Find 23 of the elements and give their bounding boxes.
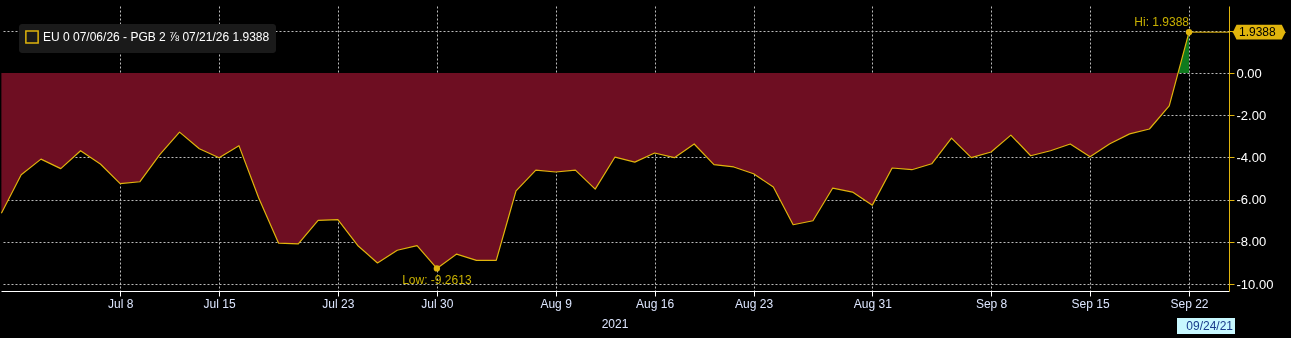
x-tick-label: Aug 16	[636, 296, 675, 311]
y-tick-label: -8.00	[1236, 234, 1267, 250]
x-tick-label: Sep 8	[975, 296, 1008, 311]
x-tick-label: Aug 31	[853, 296, 893, 311]
text: 2021	[601, 317, 629, 331]
x-tick-label: Jul 23	[322, 296, 355, 311]
x-tick-label: Jul 30	[421, 296, 454, 311]
x-tick-label: Sep 22	[1170, 296, 1209, 311]
x-tick-label: Aug 9	[540, 296, 573, 311]
annotation: Hi: 1.9388	[1134, 15, 1190, 30]
x-tick-label: Aug 23	[735, 296, 774, 311]
y-tick-label: -10.00	[1236, 276, 1274, 292]
x-tick-label: Jul 15	[203, 296, 236, 311]
text: 09/24/21	[1186, 319, 1234, 333]
y-tick-label: -6.00	[1236, 192, 1267, 208]
annotation: Low: -9.2613	[402, 273, 472, 288]
x-tick-label: Jul 8	[107, 296, 134, 311]
y-tick-label: 0.00	[1236, 65, 1262, 81]
y-tick-label: -4.00	[1236, 149, 1267, 165]
y-tick-label: -2.00	[1236, 107, 1267, 123]
legend-label: EU 0 07/06/26 - PGB 2 ⅞ 07/21/26 1.9388	[43, 30, 270, 44]
x-tick-label: Sep 15	[1071, 296, 1110, 311]
text: 1.9388	[1239, 25, 1277, 40]
